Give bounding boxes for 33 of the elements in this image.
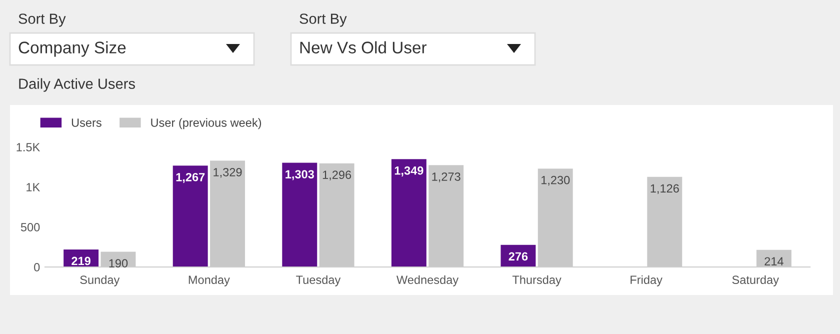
data-label: 1,267	[176, 172, 205, 184]
bar	[172, 166, 208, 267]
text: Sort By	[300, 14, 347, 27]
data-label: 1,126	[650, 184, 679, 194]
text: Company Size	[18, 41, 126, 57]
chart-title: Daily Active Users	[19, 78, 135, 92]
data-label: 1,230	[541, 176, 570, 186]
y-tick-label: 1.5K	[16, 143, 40, 152]
legend-label: Users	[72, 118, 102, 127]
legend-label: User (previous week)	[151, 118, 262, 130]
x-tick-label: Sunday	[80, 275, 120, 286]
data-label: 1,349	[394, 166, 424, 176]
x-tick-label: Thursday	[512, 275, 562, 286]
data-label: 1,303	[286, 170, 314, 180]
data-label: 1,329	[214, 168, 242, 178]
text: New Vs Old User	[300, 41, 427, 54]
bar	[282, 162, 318, 267]
x-tick-label: Monday	[188, 275, 230, 286]
bar	[391, 159, 426, 267]
data-label: 1,273	[432, 172, 460, 182]
data-label: 214	[764, 257, 784, 266]
y-tick-label: 0	[34, 263, 40, 272]
data-label: 276	[508, 252, 528, 261]
x-tick-label: Friday	[630, 275, 662, 286]
data-label: 1,296	[322, 170, 352, 180]
x-tick-label: Saturday	[732, 275, 779, 286]
x-tick-label: Tuesday	[296, 275, 341, 286]
data-label: 219	[72, 256, 90, 266]
data-label: 190	[109, 259, 128, 268]
x-tick-label: Wednesday	[396, 275, 459, 286]
y-tick-label: 500	[20, 223, 40, 232]
y-tick-label: 1K	[26, 183, 40, 192]
text: Sort By	[18, 14, 66, 27]
